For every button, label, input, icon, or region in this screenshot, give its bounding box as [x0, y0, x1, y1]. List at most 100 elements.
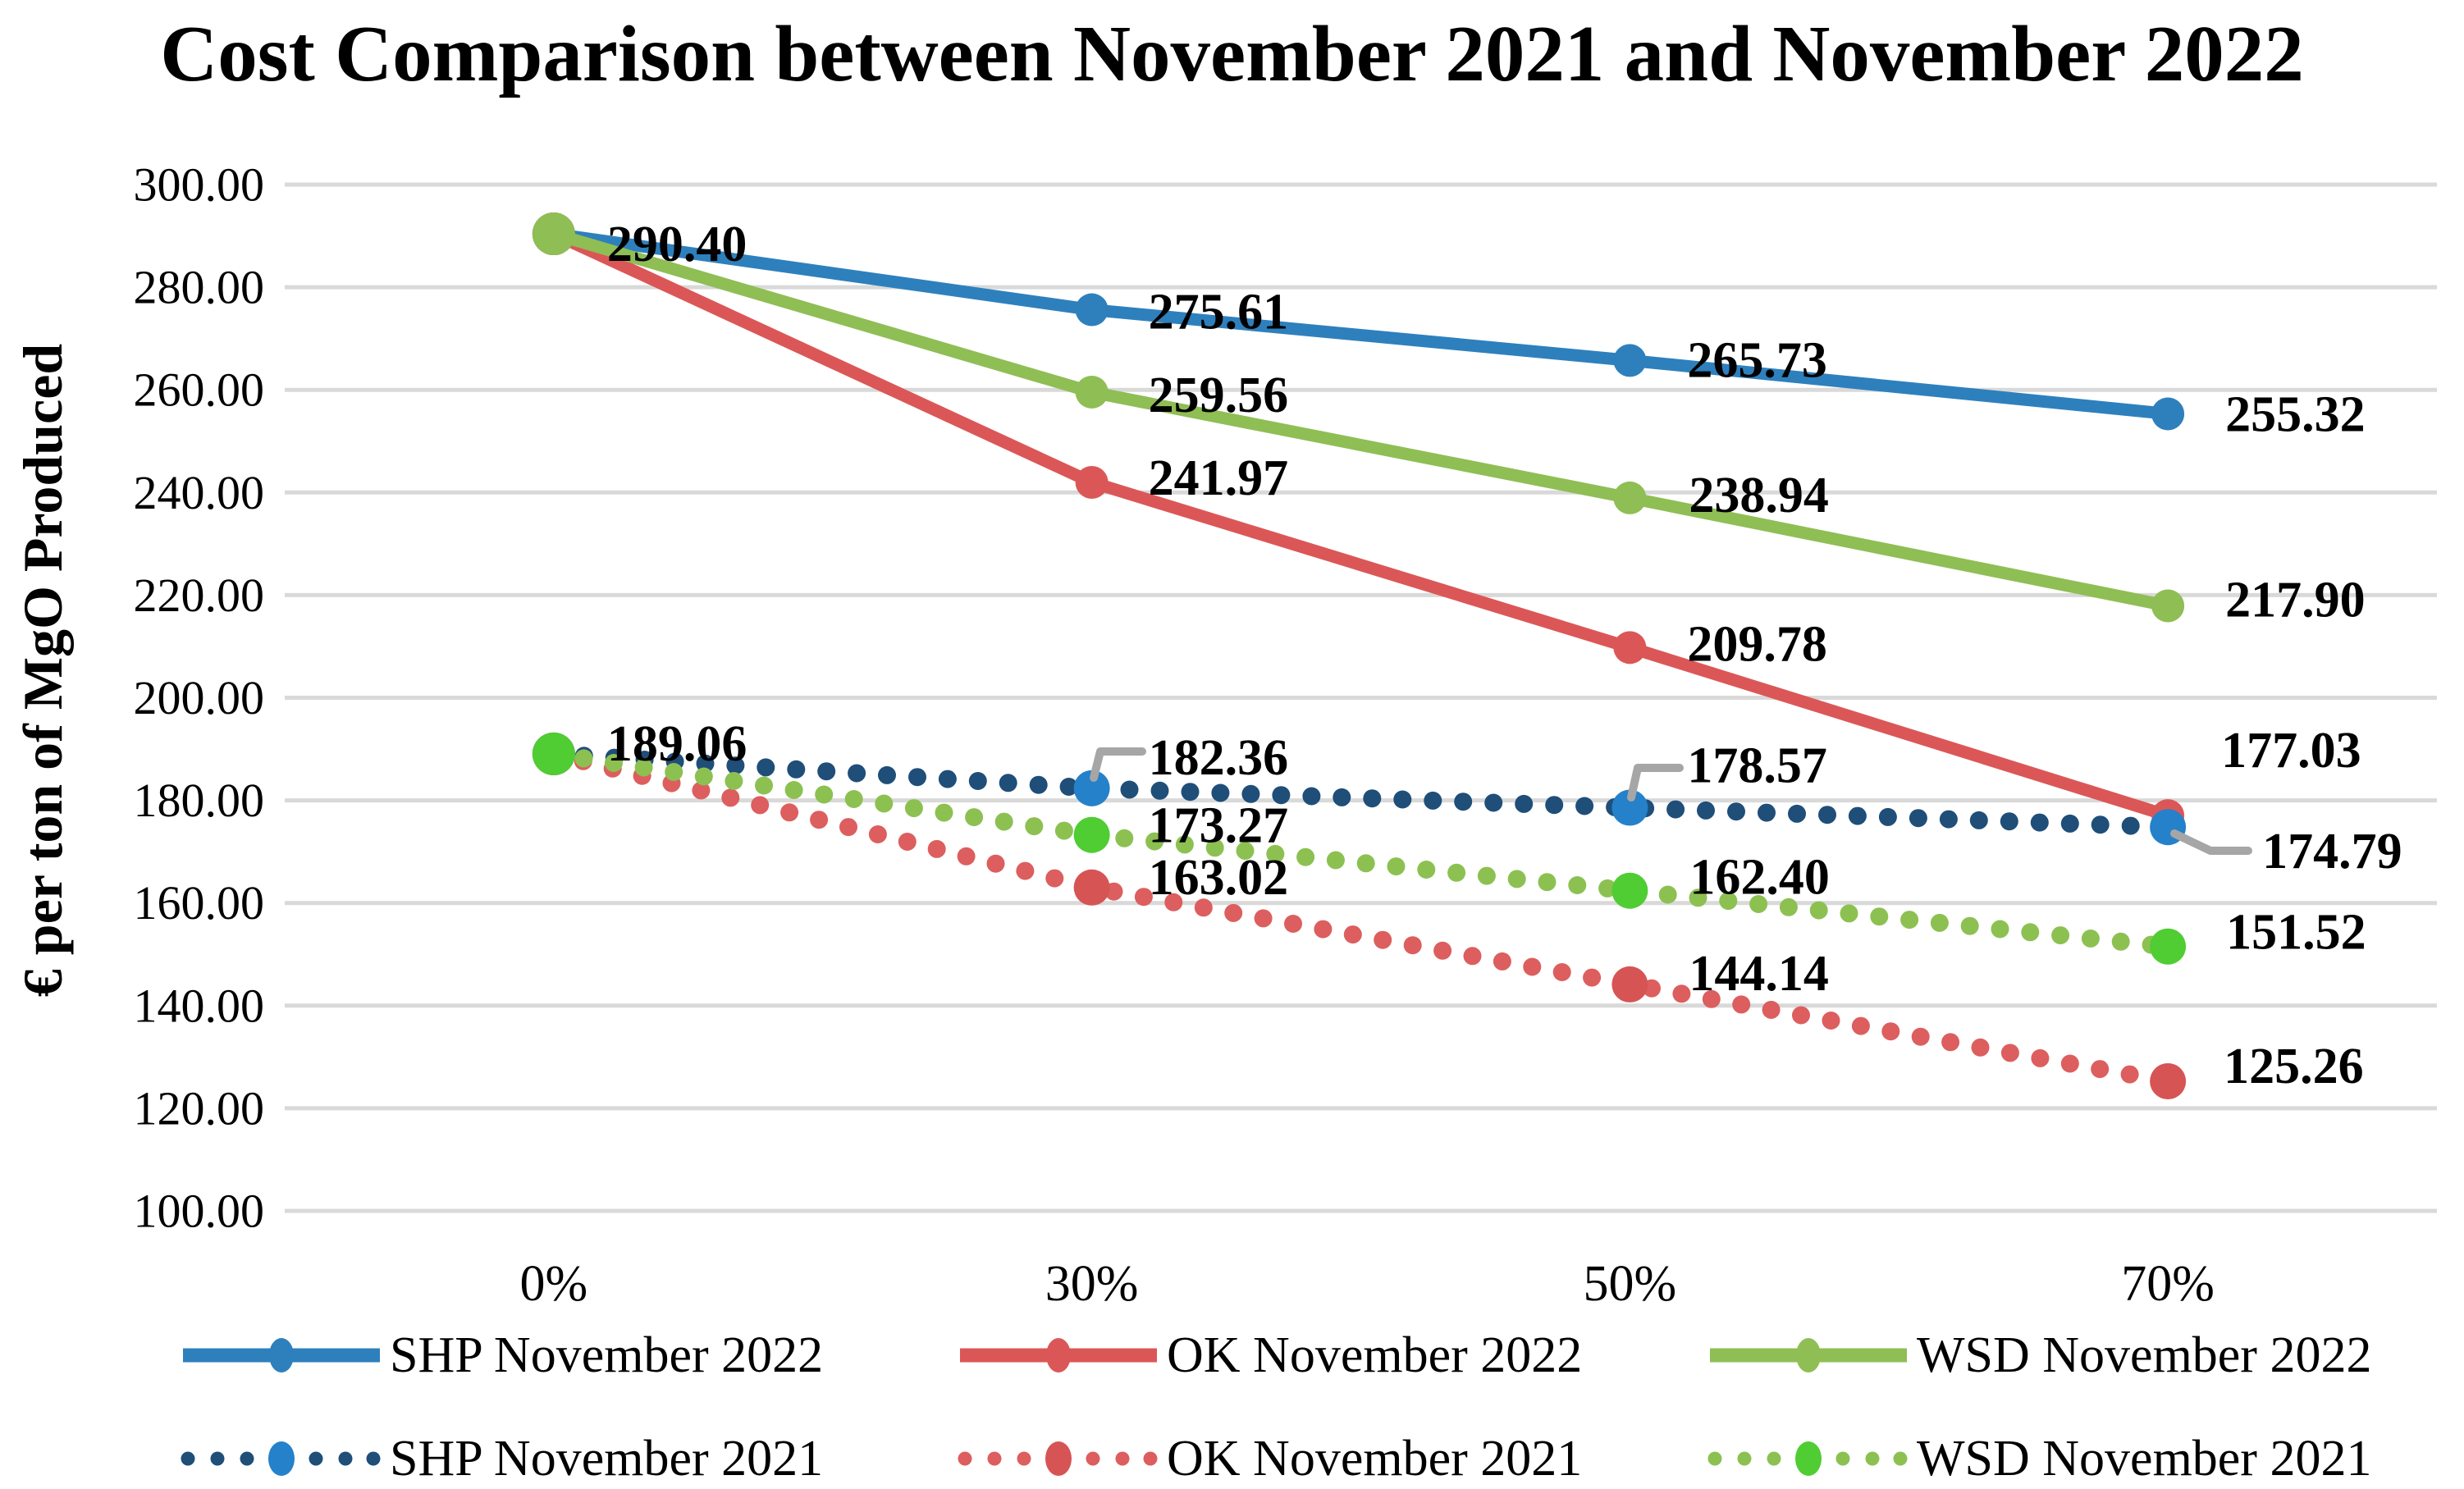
series-line-ok-november-2022 — [551, 228, 2170, 822]
data-label: 241.97 — [1149, 450, 1289, 506]
series-dot — [1818, 806, 1836, 824]
series-dot — [665, 763, 683, 781]
series-dot — [1689, 888, 1707, 907]
series-dot — [751, 796, 770, 815]
data-point-marker — [2151, 589, 2185, 623]
series-dot — [634, 758, 653, 777]
series-dot — [986, 854, 1005, 873]
series-dot — [1029, 775, 1048, 794]
series-line-shp-november-2021 — [544, 744, 2170, 836]
data-label: 238.94 — [1689, 468, 1829, 523]
series-dot — [2030, 813, 2049, 832]
series-dot — [810, 811, 829, 829]
legend-swatch-dot — [240, 1451, 254, 1466]
callout-line — [1627, 764, 1684, 802]
data-point-marker — [532, 212, 575, 256]
series-dot — [994, 812, 1013, 831]
legend-item-shp-november-2021: SHP November 2021 — [181, 1431, 823, 1487]
series-dot — [1909, 809, 1927, 828]
legend-swatch-dot — [1893, 1451, 1908, 1466]
series-dot — [2060, 814, 2079, 833]
series-dot — [1991, 920, 2009, 939]
series-dot — [2120, 1065, 2139, 1084]
legend-swatch-dot — [987, 1451, 1002, 1466]
series-line-wsd-november-2022 — [551, 227, 2169, 612]
series-dot — [1749, 895, 1768, 913]
legend-swatch-dot — [1086, 1451, 1100, 1466]
legend-marker — [1796, 1338, 1821, 1373]
series-dot — [1205, 838, 1224, 857]
legend-marker — [1795, 1441, 1822, 1476]
legend-item-wsd-november-2021: WSD November 2021 — [1707, 1431, 2371, 1487]
legend-swatch-dot — [309, 1451, 323, 1466]
series-dot — [1374, 930, 1392, 949]
series-dot — [1296, 847, 1315, 866]
series-dot — [904, 799, 923, 818]
callout-line — [1090, 747, 1146, 782]
legend-swatch-dot — [1737, 1451, 1752, 1466]
series-dot — [2111, 932, 2130, 951]
series-dot — [757, 758, 775, 777]
data-label: 125.26 — [2224, 1039, 2364, 1094]
series-dot — [1424, 791, 1442, 810]
series-dot — [1702, 989, 1721, 1008]
series-dot — [935, 803, 953, 822]
series-dot — [1545, 796, 1564, 815]
y-tick-label: 240.00 — [134, 466, 265, 519]
legend-marker — [1045, 1441, 1072, 1476]
series-dot — [2081, 929, 2100, 948]
series-dot — [1960, 916, 1979, 935]
series-dot — [968, 772, 987, 790]
data-label: 265.73 — [1687, 332, 1827, 388]
series-dot — [1211, 783, 1230, 802]
series-line-wsd-november-2021 — [544, 744, 2160, 954]
series-dot — [2091, 815, 2110, 834]
x-category-label: 0% — [520, 1256, 588, 1312]
series-dot — [1284, 915, 1302, 933]
series-dot — [908, 768, 926, 787]
series-dot — [1016, 861, 1035, 880]
series-dot — [2031, 1048, 2050, 1067]
series-dot — [1393, 790, 1412, 809]
series-dot — [1326, 851, 1345, 870]
series-dot — [1930, 913, 1949, 932]
series-dot — [1658, 885, 1677, 904]
series-dot — [1719, 892, 1738, 911]
y-tick-label: 280.00 — [134, 261, 265, 314]
series-dot — [1911, 1027, 1930, 1046]
y-tick-label: 140.00 — [134, 979, 265, 1032]
series-dot — [1333, 788, 1351, 806]
series-dot — [1900, 911, 1919, 929]
data-label: 178.57 — [1687, 738, 1827, 794]
series-dot — [1150, 781, 1169, 800]
legend-label: SHP November 2022 — [390, 1327, 823, 1383]
series-dot — [1387, 857, 1406, 876]
legend-label: WSD November 2022 — [1917, 1327, 2371, 1383]
series-dot — [1971, 1038, 1990, 1057]
data-label: 174.79 — [2262, 824, 2402, 879]
series-dot — [1463, 947, 1482, 966]
legend-label: SHP November 2021 — [390, 1431, 823, 1487]
series-dot — [1809, 901, 1828, 920]
data-label: 275.61 — [1149, 285, 1289, 340]
series-dot — [1302, 787, 1321, 806]
series-dot — [1552, 963, 1571, 981]
data-label: 163.02 — [1149, 850, 1289, 906]
series-dot — [1363, 789, 1382, 808]
legend-item-ok-november-2021: OK November 2021 — [958, 1431, 1582, 1487]
series-dot — [817, 762, 836, 781]
series-dot — [780, 803, 799, 822]
legend-swatch-dot — [1767, 1451, 1781, 1466]
series-dot — [725, 772, 743, 790]
series-dot — [898, 833, 917, 851]
y-tick-label: 180.00 — [134, 774, 265, 827]
series-dot — [1447, 863, 1466, 882]
series-dot — [1175, 835, 1194, 854]
series-dot — [868, 825, 887, 843]
series-dot — [1939, 810, 1958, 829]
series-dot — [755, 776, 773, 795]
series-dot — [1941, 1033, 1960, 1052]
series-dot — [1025, 817, 1044, 836]
series-dot — [2121, 816, 2140, 835]
